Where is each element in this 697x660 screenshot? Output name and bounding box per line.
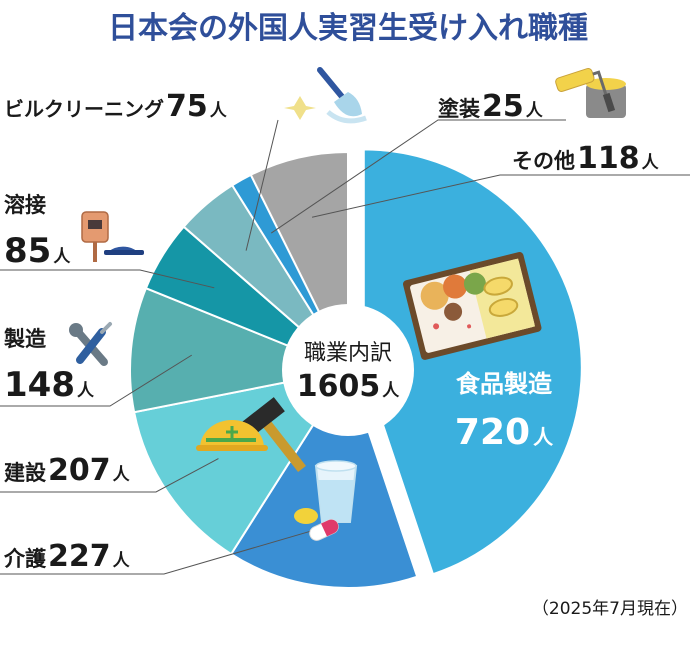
leader-slice-care (0, 525, 330, 575)
category-label: 建設207 人 (4, 453, 131, 488)
paint-icon (555, 67, 626, 118)
label-other: その他118 人 (512, 141, 660, 176)
helmet-hammer-icon (196, 397, 306, 473)
category-label: ビルクリーニング75 人 (4, 89, 228, 124)
label-painting: 塗装25 人 (438, 89, 544, 124)
welding-icon (81, 211, 144, 262)
total-value: 1605 (297, 369, 381, 404)
label-cleaning: ビルクリーニング75 人 (4, 89, 228, 124)
category-label: 介護227 人 (3, 539, 131, 574)
count-label: 720 人 (455, 412, 554, 453)
count-label: 148 人 (4, 365, 95, 405)
label-welding: 溶接 85 人 (4, 193, 71, 271)
date-note: （2025年7月現在） (532, 599, 688, 619)
chart-title: 日本会の外国人実習生受け入れ職種 (108, 11, 588, 46)
label-construction: 建設207 人 (4, 453, 131, 488)
leader-slice-construction (0, 458, 219, 493)
leader-slice-painting (270, 119, 566, 234)
value: 720 (455, 412, 530, 453)
category-label: 塗装25 人 (438, 89, 544, 124)
label-food: 食品製造 720 人 (455, 370, 554, 453)
count-label: 85 人 (4, 231, 71, 271)
category-label: 食品製造 (456, 370, 552, 398)
pills-icon (294, 508, 339, 541)
cleaning-icon (284, 67, 367, 124)
leader-slice-welding (0, 269, 215, 289)
label-care: 介護227 人 (3, 539, 131, 574)
leader-lines (0, 119, 690, 575)
slice-construction (132, 368, 351, 556)
leader-slice-manufacturing (0, 354, 193, 407)
center-hole (282, 304, 414, 436)
label-manufacturing: 製造 148 人 (3, 327, 95, 405)
unit: 人 (533, 425, 554, 449)
total-unit: 人 (382, 381, 400, 401)
bento-icon (403, 252, 542, 360)
category-label: 製造 (3, 327, 47, 351)
tools-icon (69, 322, 112, 366)
leader-slice-cleaning (245, 119, 279, 251)
slice-food (362, 148, 583, 576)
category-label: その他118 人 (512, 141, 660, 176)
leader-slice-other (311, 174, 690, 218)
center-total: 1605 人 (297, 369, 401, 404)
center-label: 職業内訳 (304, 341, 392, 366)
slice-manufacturing (129, 286, 352, 414)
water-glass-icon (314, 460, 358, 523)
category-label: 溶接 (4, 193, 46, 217)
